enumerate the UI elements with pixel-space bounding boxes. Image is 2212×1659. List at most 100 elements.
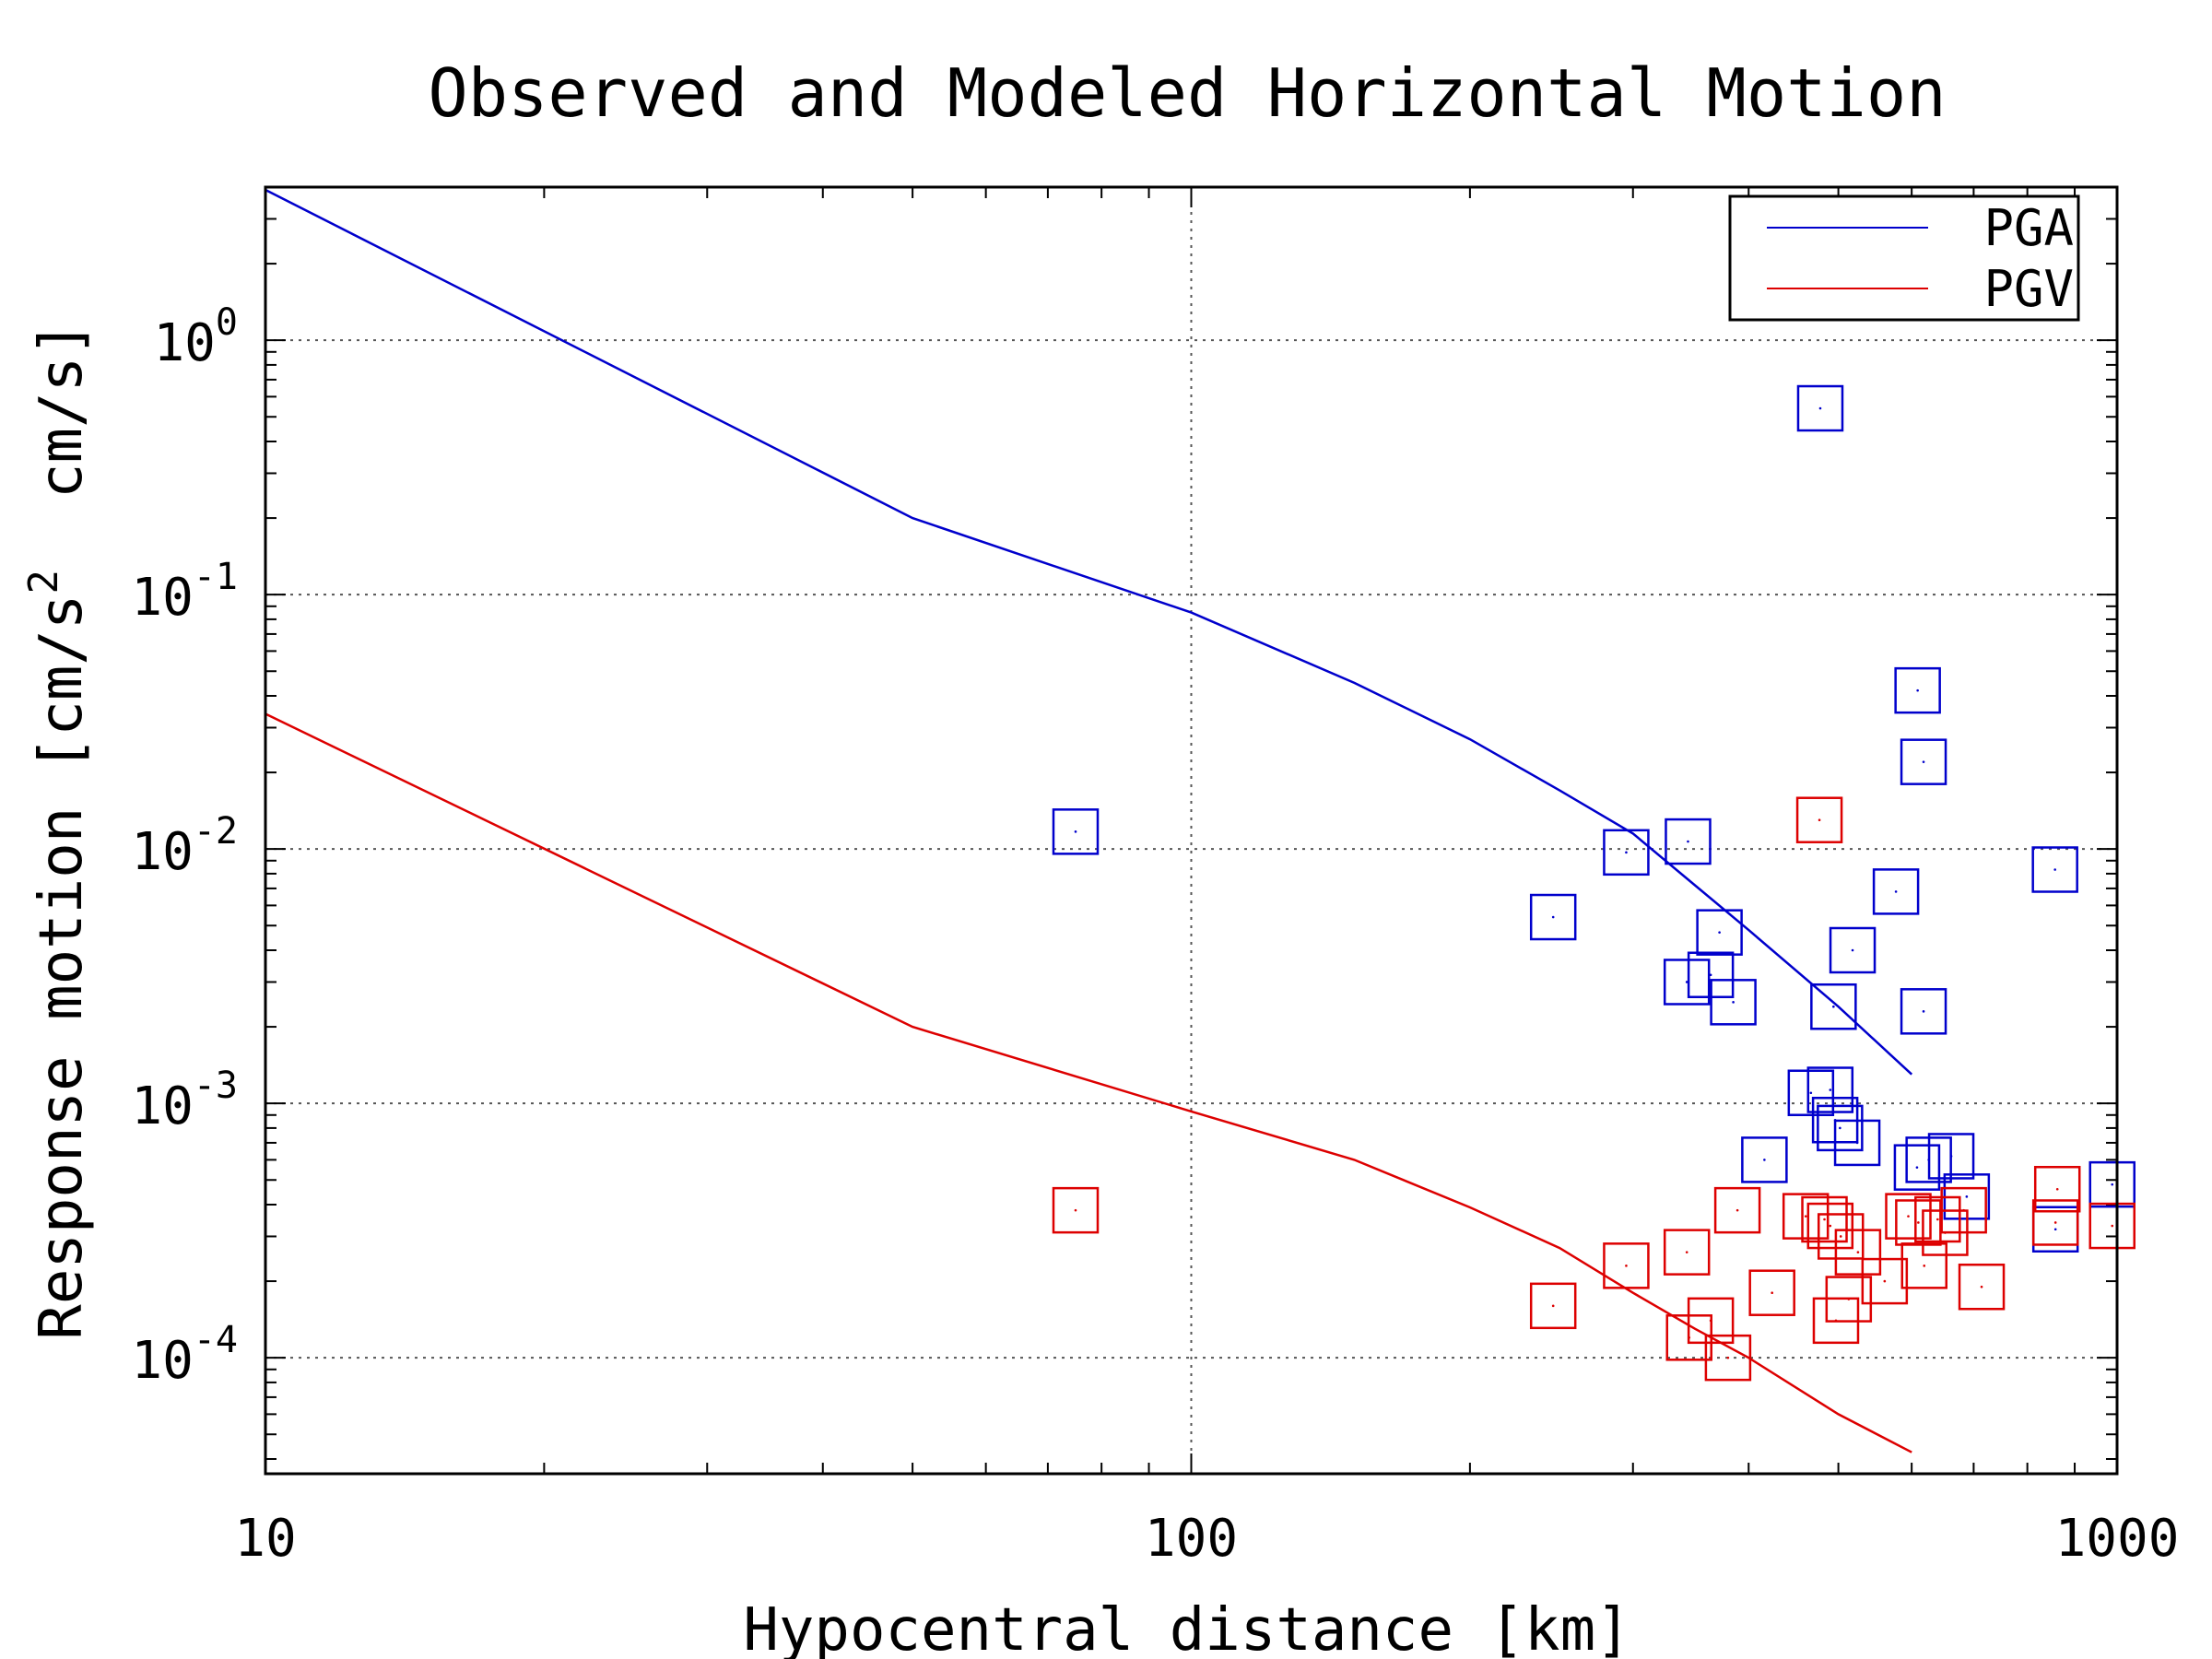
x-tick-label: 100 bbox=[1145, 1509, 1238, 1569]
y-tick-label-exponent: 0 bbox=[216, 301, 238, 344]
observed-point-pgv bbox=[1052, 1186, 1100, 1234]
minor-ticks bbox=[265, 186, 2117, 1474]
observed-point-center-pga bbox=[1074, 830, 1077, 833]
observed-point-center-pgv bbox=[1818, 818, 1821, 822]
observed-point-pga bbox=[2088, 1160, 2136, 1208]
observed-point-pga bbox=[1710, 979, 1757, 1026]
observed-point-center-pga bbox=[1965, 1195, 1969, 1198]
observed-point-pga bbox=[1927, 1133, 1975, 1180]
observed-point-center-pgv bbox=[1551, 1304, 1555, 1308]
observed-point-center-pgv bbox=[1074, 1208, 1077, 1212]
x-tick-label: 10 bbox=[234, 1509, 296, 1569]
y-axis-label-unit: cm/s] bbox=[28, 321, 96, 570]
y-axis-label-superscript: 2 bbox=[20, 570, 67, 594]
x-tick-labels: 10 100 1000 bbox=[234, 1509, 2179, 1569]
observed-point-center-pga bbox=[1625, 851, 1628, 854]
observed-point-pga bbox=[1603, 829, 1650, 877]
observed-point-center-pga bbox=[1687, 840, 1689, 843]
observed-point-pga bbox=[1829, 926, 1877, 974]
observed-point-center-pgv bbox=[1923, 1265, 1926, 1267]
series-layer bbox=[265, 188, 2136, 1453]
observed-point-center-pga bbox=[1915, 1166, 1919, 1169]
observed-point-center-pgv bbox=[1804, 1215, 1807, 1218]
observed-point-center-pgv bbox=[1907, 1215, 1910, 1218]
observed-point-pga bbox=[1787, 1069, 1835, 1116]
observed-point-center-pga bbox=[2053, 868, 2056, 871]
observed-point-pga bbox=[1833, 1119, 1881, 1167]
observed-point-pga bbox=[1696, 909, 1743, 956]
observed-point-center-pga bbox=[1829, 1088, 1832, 1091]
observed-point-center-pga bbox=[1922, 760, 1925, 763]
model-curve-pgv bbox=[265, 712, 1912, 1453]
observed-point-center-pga bbox=[1763, 1159, 1766, 1161]
y-tick-label-base: 10 bbox=[131, 1331, 193, 1391]
observed-point-pgv bbox=[1806, 1202, 1854, 1250]
observed-point-pga bbox=[1741, 1136, 1788, 1183]
y-tick-label-exponent: -2 bbox=[194, 810, 238, 853]
observed-point-pgv bbox=[1704, 1334, 1752, 1382]
observed-point-pga bbox=[1900, 988, 1947, 1035]
observed-point-pga bbox=[1894, 666, 1941, 714]
y-axis-label-main: Response motion [cm/s bbox=[28, 594, 96, 1340]
observed-point-pga bbox=[1810, 982, 1857, 1030]
observed-point-center-pgv bbox=[1726, 1356, 1730, 1359]
y-tick-label-exponent: -1 bbox=[194, 556, 238, 598]
observed-point-center-pgv bbox=[1839, 1235, 1842, 1238]
observed-point-center-pga bbox=[1839, 1126, 1841, 1130]
observed-point-pga bbox=[1817, 1104, 1864, 1152]
observed-point-center-pga bbox=[2053, 1228, 2057, 1231]
plot-border bbox=[264, 185, 2119, 1476]
observed-point-center-pga bbox=[1732, 1001, 1735, 1004]
y-tick-label-base: 10 bbox=[153, 313, 215, 373]
observed-point-center-pga bbox=[1809, 1091, 1813, 1095]
y-tick-label-exponent: -4 bbox=[194, 1319, 238, 1361]
y-tick-label-base: 10 bbox=[131, 822, 193, 882]
observed-point-pga bbox=[1052, 808, 1100, 855]
observed-point-center-pgv bbox=[1936, 1218, 1939, 1221]
observed-point-pgv bbox=[1795, 796, 1843, 843]
observed-point-center-pga bbox=[1949, 1155, 1953, 1158]
x-tick-label: 1000 bbox=[2055, 1509, 2180, 1569]
observed-point-pgv bbox=[1861, 1257, 1909, 1305]
observed-point-center-pga bbox=[1818, 406, 1822, 410]
y-tick-label-base: 10 bbox=[131, 568, 193, 628]
legend-box bbox=[1728, 194, 2080, 322]
observed-point-pga bbox=[1663, 959, 1711, 1006]
observed-point-pgv bbox=[1940, 1186, 1987, 1234]
plot-area bbox=[264, 185, 2136, 1476]
observed-point-pga bbox=[2031, 846, 2078, 893]
observed-point-pgv bbox=[1958, 1263, 2006, 1311]
observed-point-center-pgv bbox=[1917, 1221, 1920, 1224]
y-tick-label: 10-1 bbox=[131, 556, 238, 628]
legend-label-pga: PGA bbox=[1983, 199, 2074, 257]
observed-point-center-pga bbox=[1709, 973, 1712, 977]
x-axis-label: Hypocentral distance [km] bbox=[743, 1596, 1630, 1659]
observed-point-center-pga bbox=[1851, 948, 1854, 952]
observed-point-center-pgv bbox=[1823, 1218, 1826, 1221]
model-curve-pga bbox=[265, 188, 1913, 1076]
observed-point-center-pgv bbox=[1883, 1279, 1887, 1283]
observed-point-center-pga bbox=[1685, 981, 1688, 983]
observed-point-center-pga bbox=[1832, 1005, 1835, 1008]
observed-point-pgv bbox=[1834, 1229, 1882, 1276]
observed-point-center-pgv bbox=[1625, 1265, 1628, 1267]
observed-point-pgv bbox=[1914, 1195, 1961, 1243]
observed-point-pga bbox=[1796, 384, 1844, 432]
observed-point-center-pgv bbox=[2055, 1187, 2059, 1191]
observed-point-center-pga bbox=[2111, 1182, 2114, 1186]
observed-point-center-pgv bbox=[1771, 1291, 1773, 1295]
y-tick-label: 10-4 bbox=[131, 1319, 238, 1391]
observed-point-pga bbox=[1893, 1144, 1941, 1191]
observed-point-pgv bbox=[1713, 1186, 1761, 1234]
observed-point-center-pga bbox=[1916, 688, 1919, 692]
observed-point-pgv bbox=[1801, 1195, 1848, 1243]
observed-point-center-pga bbox=[1718, 931, 1721, 934]
legend: PGA PGV bbox=[1728, 194, 2080, 322]
chart-title: Observed and Modeled Horizontal Motion bbox=[428, 54, 1946, 132]
y-tick-label: 10-2 bbox=[131, 810, 238, 882]
observed-point-center-pgv bbox=[1685, 1251, 1688, 1253]
observed-point-pga bbox=[1529, 893, 1577, 941]
observed-point-pgv bbox=[2031, 1199, 2079, 1246]
observed-point-pgv bbox=[2033, 1165, 2081, 1213]
